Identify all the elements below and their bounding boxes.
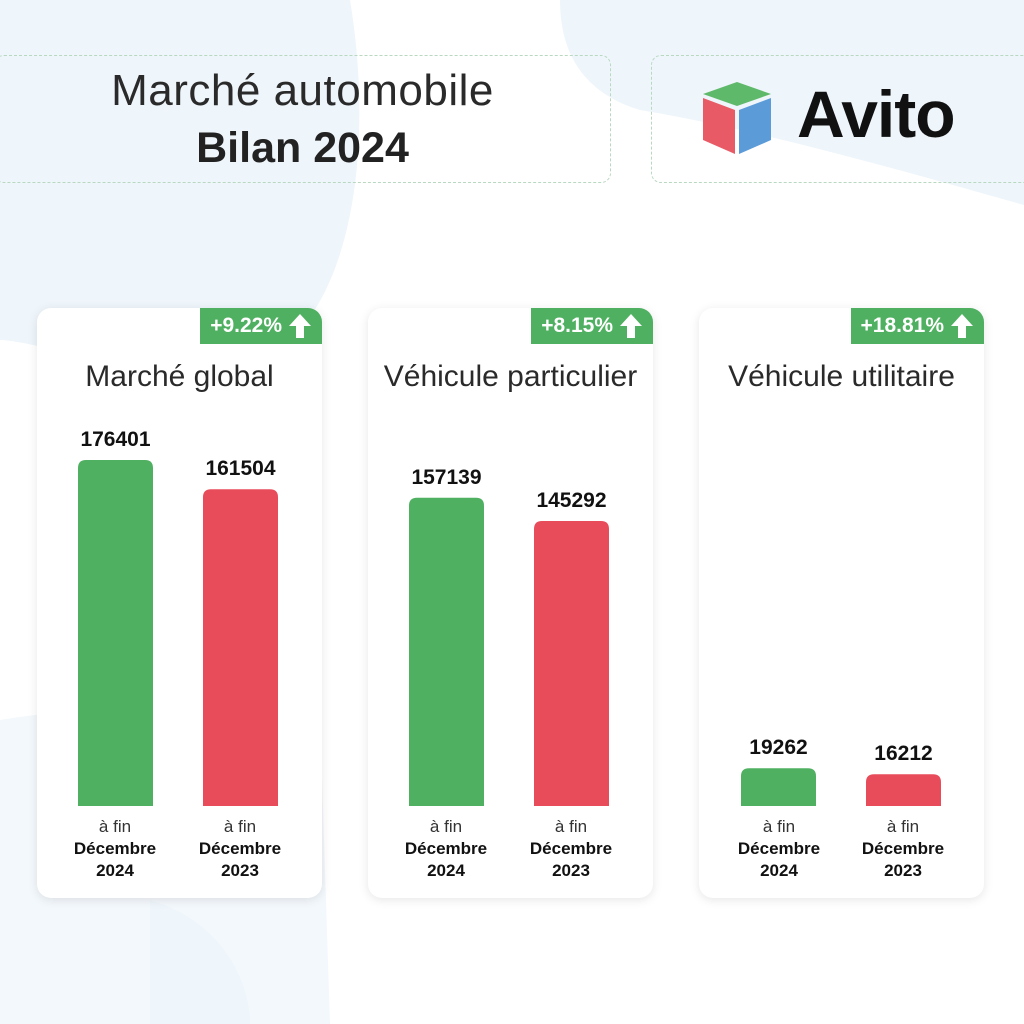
x-label-1: à fin Décembre 2023	[848, 816, 958, 882]
x-label-month: Décembre	[861, 839, 945, 858]
data-label-0: 19262	[749, 736, 807, 759]
background-blob-right	[560, 0, 1024, 205]
title-panel: Marché automobile Bilan 2024	[0, 55, 611, 183]
change-value: +8.15%	[541, 314, 613, 337]
change-badge: +9.22%	[200, 308, 322, 344]
x-label-prefix: à fin	[429, 817, 463, 836]
change-value: +9.22%	[210, 314, 282, 337]
x-label-prefix: à fin	[98, 817, 132, 836]
bar-chart: 176401 161504	[78, 428, 278, 806]
up-arrow-icon	[951, 314, 973, 338]
x-label-0: à fin Décembre 2024	[391, 816, 501, 882]
x-label-0: à fin Décembre 2024	[724, 816, 834, 882]
x-label-month: Décembre	[404, 839, 488, 858]
up-arrow-icon	[620, 314, 642, 338]
up-arrow-icon	[289, 314, 311, 338]
bar-1	[203, 489, 278, 806]
x-label-prefix: à fin	[762, 817, 796, 836]
logo-cube-right-face	[739, 98, 771, 154]
bar-0	[741, 768, 816, 806]
chart-card-vehicule-utilitaire: +18.81% Véhicule utilitaire 19262 16212 à…	[699, 308, 984, 898]
bar-0	[409, 497, 484, 806]
x-label-year: 2023	[884, 861, 922, 880]
background-blob-left	[0, 0, 360, 379]
x-label-year: 2024	[96, 861, 134, 880]
chart-title: Véhicule utilitaire	[728, 360, 955, 393]
bar-0	[78, 460, 153, 806]
x-label-prefix: à fin	[554, 817, 588, 836]
data-label-1: 145292	[536, 489, 606, 512]
x-label-prefix: à fin	[886, 817, 920, 836]
bar-chart: 19262 16212	[741, 736, 941, 806]
page-title: Marché automobile	[111, 66, 494, 115]
change-value: +18.81%	[860, 314, 945, 337]
page-subtitle: Bilan 2024	[196, 124, 409, 172]
bar-1	[534, 521, 609, 806]
x-label-month: Décembre	[73, 839, 157, 858]
chart-card-marche-global: +9.22% Marché global 176401 161504 à fin …	[37, 308, 322, 898]
x-label-year: 2023	[221, 861, 259, 880]
x-label-month: Décembre	[529, 839, 613, 858]
background-blob-bottom-curve	[150, 900, 250, 1024]
x-label-month: Décembre	[198, 839, 282, 858]
data-label-0: 157139	[411, 466, 481, 489]
change-badge: +18.81%	[850, 308, 984, 344]
x-label-year: 2023	[552, 861, 590, 880]
data-label-1: 161504	[205, 457, 275, 480]
avito-cube-logo-icon	[703, 82, 771, 154]
brand-logo-text: Avito	[797, 77, 956, 151]
x-label-prefix: à fin	[223, 817, 257, 836]
data-label-0: 176401	[80, 428, 150, 451]
logo-cube-top-face	[703, 82, 771, 106]
bar-chart: 157139 145292	[409, 466, 609, 806]
x-label-month: Décembre	[737, 839, 821, 858]
chart-title: Véhicule particulier	[383, 360, 638, 393]
bar-1	[866, 774, 941, 806]
x-label-year: 2024	[760, 861, 798, 880]
logo-panel: Avito	[651, 55, 1024, 183]
x-label-1: à fin Décembre 2023	[516, 816, 626, 882]
chart-title: Marché global	[85, 360, 274, 393]
x-label-0: à fin Décembre 2024	[60, 816, 170, 882]
chart-card-vehicule-particulier: +8.15% Véhicule particulier 157139 145292…	[368, 308, 653, 898]
x-label-1: à fin Décembre 2023	[185, 816, 295, 882]
data-label-1: 16212	[874, 742, 932, 765]
x-label-year: 2024	[427, 861, 465, 880]
logo-cube-left-face	[703, 98, 735, 154]
change-badge: +8.15%	[531, 308, 653, 344]
